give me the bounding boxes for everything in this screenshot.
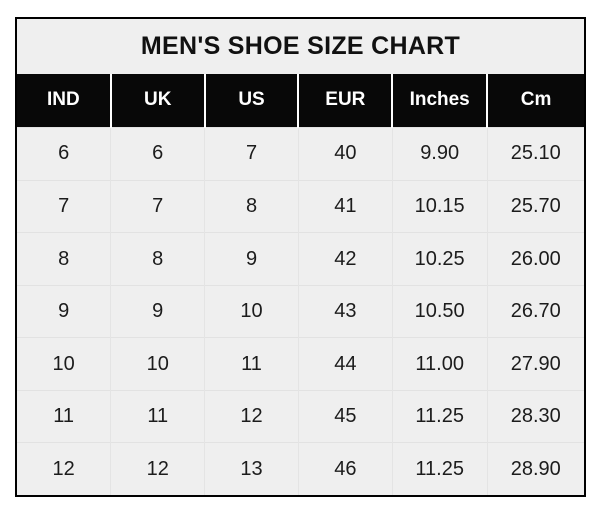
- cell-us: 12: [204, 389, 299, 443]
- cell-ind: 10: [17, 337, 111, 391]
- column-header-eur: EUR: [297, 73, 393, 128]
- cell-ind: 6: [17, 127, 111, 181]
- cell-ind: 9: [17, 284, 111, 338]
- table-header-row: IND UK US EUR Inches Cm: [17, 73, 584, 128]
- table-row: 11 11 12 45 11.25 28.30: [17, 389, 584, 443]
- cell-ind: 7: [17, 179, 111, 233]
- column-header-inches: Inches: [391, 73, 488, 128]
- cell-inches: 10.50: [391, 284, 488, 338]
- cell-eur: 46: [297, 442, 393, 495]
- cell-us: 11: [204, 337, 299, 391]
- table-row: 12 12 13 46 11.25 28.90: [17, 442, 584, 495]
- cell-cm: 27.90: [486, 337, 584, 391]
- column-header-us: US: [203, 73, 299, 128]
- cell-uk: 11: [110, 389, 205, 443]
- column-header-cm: Cm: [486, 73, 584, 128]
- cell-us: 9: [204, 232, 299, 286]
- cell-cm: 25.70: [486, 179, 584, 233]
- title-row: MEN'S SHOE SIZE CHART: [17, 19, 584, 74]
- cell-cm: 28.30: [486, 389, 584, 443]
- chart-title: MEN'S SHOE SIZE CHART: [17, 19, 584, 74]
- column-header-ind: IND: [17, 73, 111, 128]
- cell-ind: 8: [17, 232, 111, 286]
- cell-us: 13: [204, 442, 299, 495]
- cell-us: 10: [204, 284, 299, 338]
- cell-uk: 7: [110, 179, 205, 233]
- cell-us: 8: [204, 179, 299, 233]
- cell-uk: 12: [110, 442, 205, 495]
- cell-uk: 9: [110, 284, 205, 338]
- cell-eur: 41: [297, 179, 393, 233]
- size-chart-table: MEN'S SHOE SIZE CHART IND UK US EUR Inch…: [17, 19, 584, 495]
- cell-inches: 10.25: [391, 232, 488, 286]
- cell-cm: 26.70: [486, 284, 584, 338]
- cell-inches: 11.25: [391, 389, 488, 443]
- cell-ind: 12: [17, 442, 111, 495]
- cell-ind: 11: [17, 389, 111, 443]
- cell-eur: 40: [297, 127, 393, 181]
- cell-eur: 42: [297, 232, 393, 286]
- cell-eur: 44: [297, 337, 393, 391]
- cell-eur: 45: [297, 389, 393, 443]
- cell-cm: 28.90: [486, 442, 584, 495]
- cell-uk: 8: [110, 232, 205, 286]
- cell-inches: 11.00: [391, 337, 488, 391]
- table-row: 9 9 10 43 10.50 26.70: [17, 284, 584, 338]
- cell-eur: 43: [297, 284, 393, 338]
- cell-cm: 26.00: [486, 232, 584, 286]
- table-row: 6 6 7 40 9.90 25.10: [17, 127, 584, 181]
- cell-uk: 10: [110, 337, 205, 391]
- size-chart-container: MEN'S SHOE SIZE CHART IND UK US EUR Inch…: [15, 17, 586, 497]
- cell-inches: 11.25: [391, 442, 488, 495]
- cell-inches: 9.90: [391, 127, 488, 181]
- table-row: 8 8 9 42 10.25 26.00: [17, 232, 584, 286]
- column-header-uk: UK: [109, 73, 205, 128]
- cell-inches: 10.15: [391, 179, 488, 233]
- table-row: 10 10 11 44 11.00 27.90: [17, 337, 584, 391]
- cell-uk: 6: [110, 127, 205, 181]
- table-row: 7 7 8 41 10.15 25.70: [17, 179, 584, 233]
- cell-cm: 25.10: [486, 127, 584, 181]
- cell-us: 7: [204, 127, 299, 181]
